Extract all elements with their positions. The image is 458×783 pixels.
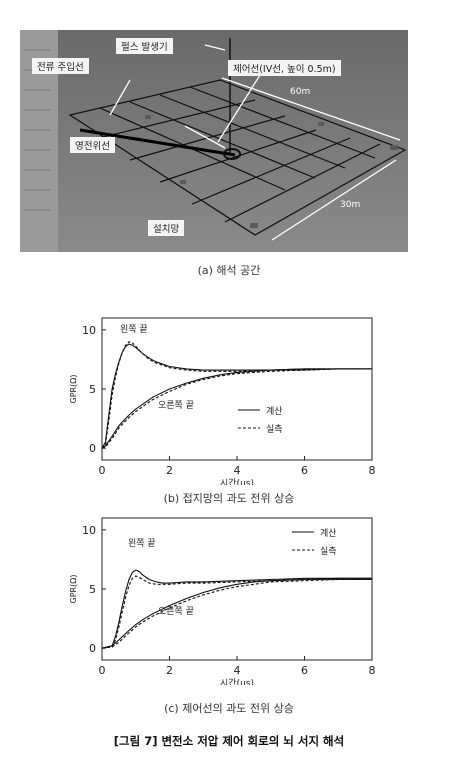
analysis-space-image: 펄스 발생기 전류 주입선 제어선(IV선, 높이 0.5m) 영전위선 설치망… [20, 30, 408, 252]
callout-zero-potential-line: 영전위선 [70, 137, 115, 153]
series-line [101, 578, 372, 649]
legend-calculated: 계산 [320, 527, 337, 539]
callout-injection-line: 전류 주입선 [32, 58, 89, 74]
figure-title: [그림 7] 변전소 저압 제어 회로의 뇌 서지 해석 [113, 734, 345, 748]
annotation-left-end: 왼쪽 끝 [120, 324, 148, 335]
x-tick-label: 2 [166, 664, 173, 677]
legend-measured: 실측 [320, 546, 337, 557]
series-line [101, 368, 372, 449]
callout-installation-grid: 설치망 [148, 220, 185, 236]
y-tick-label: 0 [89, 442, 96, 455]
x-tick-label: 8 [369, 664, 376, 677]
x-tick-label: 0 [99, 664, 106, 677]
x-axis-label: 시간(μs) [220, 678, 254, 685]
x-tick-label: 6 [301, 664, 308, 677]
legend-calculated: 계산 [266, 405, 283, 417]
x-axis-label: 시간(μs) [220, 478, 254, 485]
y-axis-label: GPR(Ω) [69, 375, 78, 404]
caption-a: (a) 해석 공간 [197, 264, 261, 277]
y-tick-label: 0 [89, 642, 96, 655]
plot-frame [101, 317, 373, 461]
control-line [79, 128, 236, 157]
x-tick-label: 4 [234, 664, 241, 677]
annotation-right-end: 오른쪽 끝 [158, 400, 194, 411]
legend-measured: 실측 [266, 424, 283, 435]
y-tick-label: 10 [82, 324, 96, 337]
annotation-left-end: 왼쪽 끝 [128, 538, 156, 549]
series-line [101, 341, 372, 449]
series-line [101, 343, 372, 449]
dimension-60m: 60m [290, 87, 311, 97]
caption-c: (c) 제어선의 과도 전위 상승 [164, 702, 294, 715]
callout-pulse-generator: 펄스 발생기 [116, 38, 173, 54]
dimension-30m: 30m [340, 200, 361, 210]
x-tick-label: 8 [369, 464, 376, 477]
series-line [101, 575, 372, 649]
callout-control-line: 제어선(IV선, 높이 0.5m) [228, 60, 341, 76]
series-line [101, 569, 372, 649]
x-tick-label: 4 [234, 464, 241, 477]
x-tick-label: 2 [166, 464, 173, 477]
y-tick-label: 5 [89, 583, 96, 596]
y-tick-label: 10 [82, 524, 96, 537]
annotation-right-end: 오른쪽 끝 [158, 606, 194, 617]
caption-b: (b) 접지망의 과도 전위 상승 [163, 492, 295, 505]
x-tick-label: 6 [301, 464, 308, 477]
series-line [101, 368, 372, 449]
y-tick-label: 5 [89, 383, 96, 396]
x-tick-label: 0 [99, 464, 106, 477]
series-line [101, 577, 372, 649]
y-axis-label: GPR(Ω) [69, 575, 78, 604]
